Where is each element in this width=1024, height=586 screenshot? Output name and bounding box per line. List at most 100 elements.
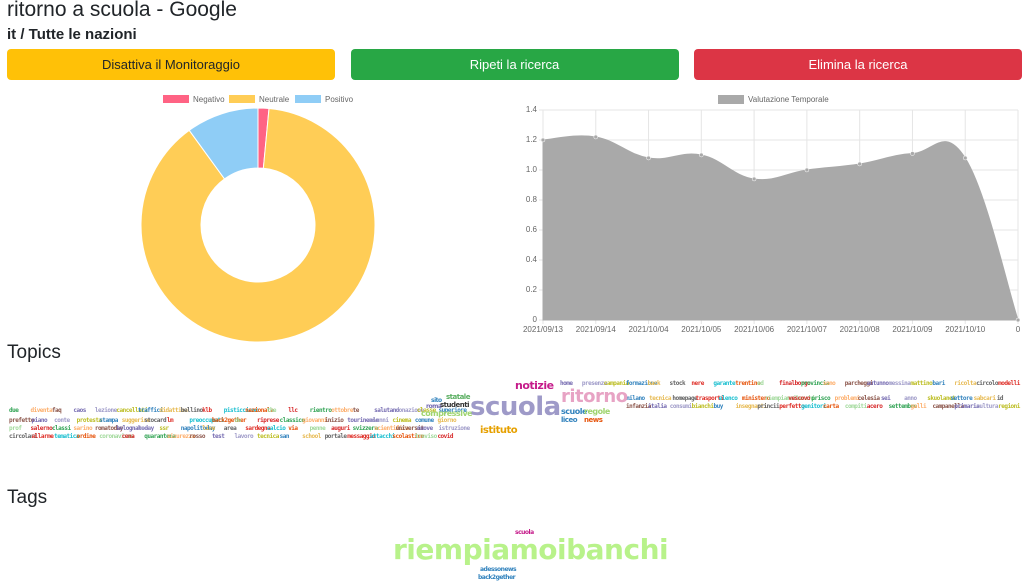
word: school: [302, 433, 321, 440]
word: mattino: [910, 380, 933, 387]
word: sardegna: [245, 425, 271, 432]
word: san: [279, 433, 290, 440]
word: consumi: [669, 403, 692, 410]
legend-label: Valutazione Temporale: [748, 95, 829, 104]
word: finalborgo: [779, 380, 811, 387]
word: scuole: [561, 407, 587, 416]
word: primaria: [954, 403, 980, 410]
button[interactable]: Disattiva il Monitoraggio: [7, 49, 335, 80]
word: covid: [437, 433, 453, 440]
word: test: [211, 433, 225, 440]
y-tick-label: 1.2: [526, 135, 538, 144]
word: scuola: [515, 529, 534, 536]
word: garante: [713, 380, 736, 387]
word: sito: [431, 397, 442, 404]
y-tick-label: 0.8: [526, 195, 538, 204]
legend-swatch: [163, 95, 189, 103]
word: cultura: [976, 403, 999, 410]
word: attacchi: [369, 433, 395, 440]
word: bere: [137, 425, 151, 432]
title: ritorno a scuola - Google: [7, 0, 237, 21]
word: nere: [691, 380, 704, 387]
word: ed: [757, 380, 764, 387]
point: [699, 152, 704, 158]
word: suggerire: [121, 417, 151, 424]
word: ritorno: [561, 386, 628, 407]
word: faq: [51, 407, 62, 414]
word: lm: [166, 417, 174, 424]
point: [1015, 317, 1021, 323]
word: rientro: [309, 407, 332, 414]
word: classico: [279, 417, 305, 424]
point: [804, 167, 810, 173]
word: via: [288, 425, 298, 432]
word: regioni: [998, 403, 1020, 410]
word: quarantena: [144, 433, 176, 440]
word: home: [560, 380, 573, 387]
word: anno: [904, 395, 917, 402]
word: istituto: [480, 425, 518, 436]
word: sei: [880, 395, 891, 402]
word: galli: [910, 403, 927, 410]
point: [857, 161, 862, 167]
word: scolastico: [392, 433, 424, 440]
word: buy: [713, 403, 724, 410]
word: campania: [603, 380, 629, 387]
word: classe: [417, 407, 436, 414]
word: rosso: [189, 433, 205, 440]
word: donazione: [395, 407, 425, 414]
word: modelli: [998, 380, 1020, 387]
doughnut-slice: [140, 107, 376, 343]
word: auguri: [331, 425, 350, 432]
word: istruzione: [438, 425, 471, 432]
word: comune: [414, 417, 434, 424]
word: problemi: [834, 395, 860, 402]
legend-swatch: [295, 95, 321, 103]
word: romatoday: [94, 425, 124, 432]
word: riempiamoibanchi: [393, 533, 669, 566]
doughnut-slice: [188, 107, 259, 180]
word: ottobre: [331, 407, 353, 414]
word: bellino: [180, 407, 203, 414]
word: elenco: [718, 395, 738, 402]
word: cena: [121, 433, 135, 440]
legend-label: Neutrale: [259, 95, 290, 104]
word: liceo: [561, 416, 578, 424]
word: sicurezza: [166, 433, 196, 440]
word: campanella: [932, 403, 964, 410]
word: formazione: [625, 380, 658, 387]
subtitle: it / Tutte le nazioni: [7, 26, 137, 43]
button[interactable]: Ripeti la ricerca: [350, 49, 679, 80]
word: settembre: [888, 403, 918, 410]
word: preoccupati: [189, 417, 224, 424]
word: prefetto: [9, 417, 34, 424]
word: tecnica: [649, 395, 671, 402]
point: [910, 151, 915, 156]
word: ssr: [159, 425, 169, 432]
word: tourinense: [347, 417, 379, 424]
word: circolo: [976, 380, 998, 387]
word: klb: [202, 407, 212, 414]
word: stampa: [99, 417, 118, 424]
word: the: [266, 407, 277, 414]
word: infanzia: [626, 403, 651, 410]
word: autunno: [866, 380, 889, 387]
button[interactable]: Elimina la ricerca: [694, 49, 1022, 80]
legend-label: Positivo: [325, 95, 354, 104]
word: roma: [426, 403, 442, 410]
word: cinema: [392, 417, 412, 424]
word: statale: [446, 393, 470, 401]
word: bianchi: [691, 403, 714, 410]
point: [751, 176, 757, 182]
word: llc: [288, 407, 298, 414]
word: scientifica: [374, 425, 409, 432]
word: didattica: [159, 407, 188, 414]
word: insegnanti: [735, 403, 767, 410]
word: giovanni: [302, 417, 328, 424]
word: compiti: [844, 403, 867, 410]
word: prof: [9, 425, 22, 432]
point: [593, 134, 599, 140]
word: trasporti: [695, 395, 725, 402]
x-tick-label: 2021/10/06: [734, 325, 775, 334]
section-title: Topics: [7, 342, 61, 363]
